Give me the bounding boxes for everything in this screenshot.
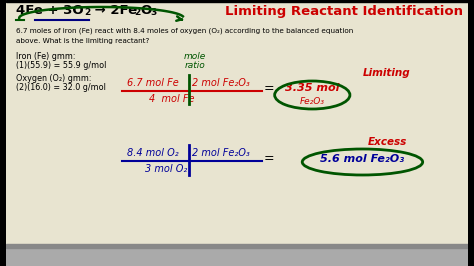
- Bar: [6, 0, 468, 2]
- Text: Fe₂O₃: Fe₂O₃: [300, 97, 325, 106]
- Text: 4Fe + 3O: 4Fe + 3O: [16, 4, 84, 17]
- Text: 4  mol Fe: 4 mol Fe: [149, 94, 194, 104]
- Text: Iron (Fe) gmm:: Iron (Fe) gmm:: [16, 52, 76, 61]
- Text: 5.6 mol Fe₂O₃: 5.6 mol Fe₂O₃: [320, 154, 404, 164]
- Text: Oxygen (O₂) gmm:: Oxygen (O₂) gmm:: [16, 74, 91, 83]
- Text: 3 mol O₂: 3 mol O₂: [145, 164, 187, 174]
- Text: mole: mole: [184, 52, 206, 61]
- Text: 6.7 mol Fe: 6.7 mol Fe: [127, 78, 178, 88]
- Bar: [6, 244, 468, 248]
- Text: Limiting Reactant Identification: Limiting Reactant Identification: [225, 5, 463, 18]
- Text: → 2Fe: → 2Fe: [91, 4, 137, 17]
- Text: 2 mol Fe₂O₃: 2 mol Fe₂O₃: [192, 78, 250, 88]
- Text: O: O: [141, 4, 152, 17]
- Text: 3: 3: [151, 8, 157, 17]
- Text: Excess: Excess: [367, 137, 407, 147]
- Text: (2)(16.0) = 32.0 g/mol: (2)(16.0) = 32.0 g/mol: [16, 83, 106, 92]
- Text: 2: 2: [84, 8, 91, 17]
- Text: 2: 2: [135, 8, 141, 17]
- Text: 8.4 mol O₂: 8.4 mol O₂: [127, 148, 178, 158]
- Text: (1)(55.9) = 55.9 g/mol: (1)(55.9) = 55.9 g/mol: [16, 61, 107, 70]
- Bar: [6, 248, 468, 266]
- Text: 6.7 moles of iron (Fe) react with 8.4 moles of oxygen (O₂) according to the bala: 6.7 moles of iron (Fe) react with 8.4 mo…: [16, 28, 354, 35]
- Text: 3.35 mol: 3.35 mol: [285, 83, 339, 93]
- Text: 2 mol Fe₂O₃: 2 mol Fe₂O₃: [192, 148, 250, 158]
- Text: Limiting: Limiting: [363, 68, 410, 78]
- Text: =: =: [264, 152, 275, 165]
- Text: above. What is the limiting reactant?: above. What is the limiting reactant?: [16, 38, 150, 44]
- Text: =: =: [264, 82, 275, 95]
- Text: ratio: ratio: [184, 61, 205, 70]
